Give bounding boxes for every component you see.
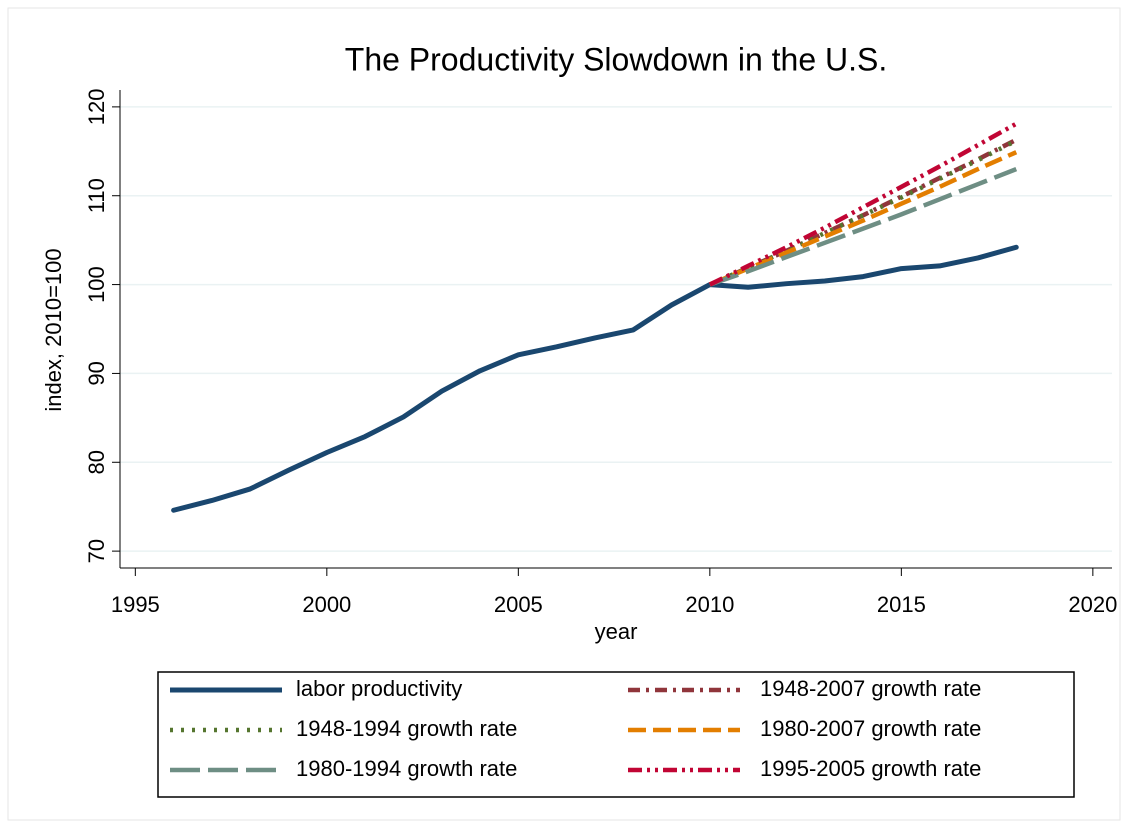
x-tick-label: 2020 [1068,592,1117,617]
x-tick-label: 2000 [302,592,351,617]
x-tick-label: 1995 [111,592,160,617]
legend-label: 1995-2005 growth rate [760,756,981,781]
series-line [708,150,1018,287]
legend-label: 1980-2007 growth rate [760,716,981,741]
legend-label: labor productivity [296,676,462,701]
x-tick-label: 2015 [877,592,926,617]
chart-title: The Productivity Slowdown in the U.S. [345,41,887,77]
x-tick-label: 2010 [685,592,734,617]
series-line [708,121,1018,287]
x-axis-label: year [595,619,638,644]
legend [157,671,1075,798]
series-line [171,244,1019,513]
y-tick-label: 90 [84,361,109,385]
legend-label: 1948-2007 growth rate [760,676,981,701]
y-tick-label: 120 [84,89,109,126]
legend-label: 1948-1994 growth rate [296,716,517,741]
y-tick-label: 100 [84,266,109,303]
x-tick-label: 2005 [494,592,543,617]
y-tick-label: 80 [84,450,109,474]
y-tick-label: 110 [84,178,109,213]
y-tick-label: 70 [84,539,109,563]
series-line [709,166,1018,287]
y-axis-label: index, 2010=100 [41,248,66,411]
legend-label: 1980-1994 growth rate [296,756,517,781]
